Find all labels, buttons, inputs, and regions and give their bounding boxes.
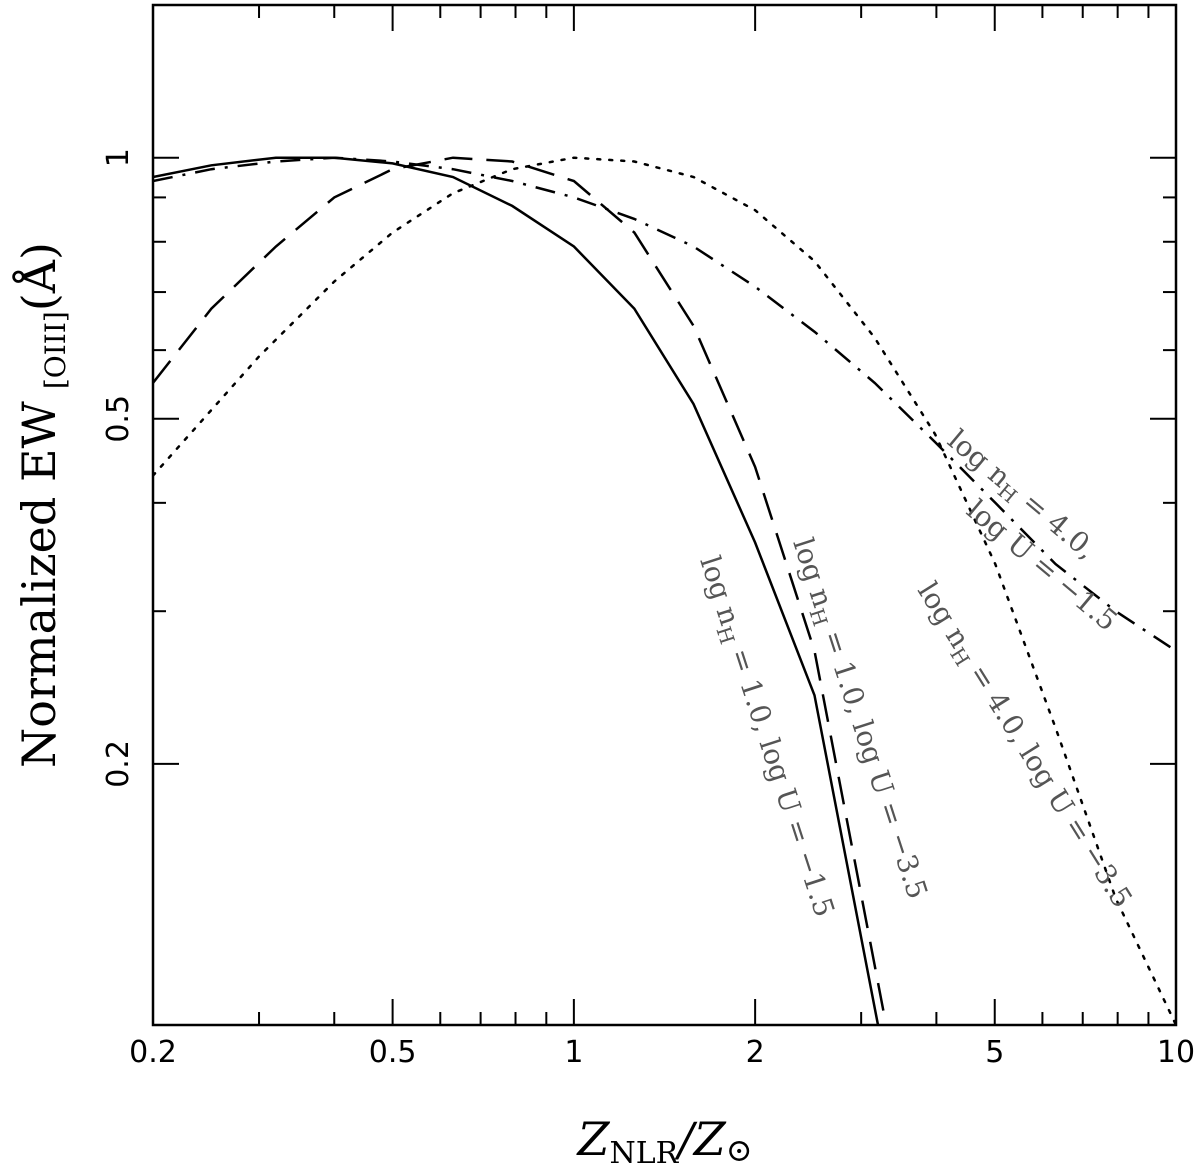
series-line-dashdot bbox=[153, 156, 1176, 652]
x-axis-ticks: 0.2 0.5 1 2 5 10 bbox=[129, 5, 1195, 1070]
y-tick-label: 0.2 bbox=[101, 740, 136, 788]
y-axis-label: Normalized EW [OIII](Å) bbox=[11, 242, 72, 768]
x-tick-label: 1 bbox=[564, 1035, 583, 1070]
x-tick-label: 2 bbox=[746, 1035, 765, 1070]
series-line-dashed bbox=[153, 156, 888, 1025]
x-axis-label: ZNLR/Z⊙ bbox=[575, 1112, 752, 1163]
x-tick-label: 10 bbox=[1157, 1035, 1195, 1070]
plot-frame bbox=[151, 3, 1178, 1027]
y-tick-label: 1 bbox=[101, 148, 136, 167]
x-tick-label: 5 bbox=[985, 1035, 1004, 1070]
x-tick-label: 0.5 bbox=[369, 1035, 417, 1070]
x-axis-label-slash: /Z bbox=[674, 1112, 726, 1163]
y-axis-ticks: 0.2 0.5 1 bbox=[101, 148, 1176, 1026]
y-tick-label: 0.5 bbox=[101, 395, 136, 443]
series-layer bbox=[153, 156, 1176, 1025]
x-tick-label: 0.2 bbox=[129, 1035, 177, 1070]
y-axis-label-text: Normalized EW bbox=[12, 400, 66, 768]
y-axis-label-unit: (Å) bbox=[11, 242, 66, 311]
series-line-solid bbox=[153, 156, 880, 1025]
x-axis-label-sub: NLR bbox=[609, 1136, 679, 1163]
x-axis-label-sun: ⊙ bbox=[726, 1131, 753, 1163]
series-line-dotted bbox=[153, 156, 1176, 1025]
x-axis-label-main: Z bbox=[575, 1112, 610, 1163]
y-axis-label-sub: [OIII] bbox=[39, 311, 72, 389]
